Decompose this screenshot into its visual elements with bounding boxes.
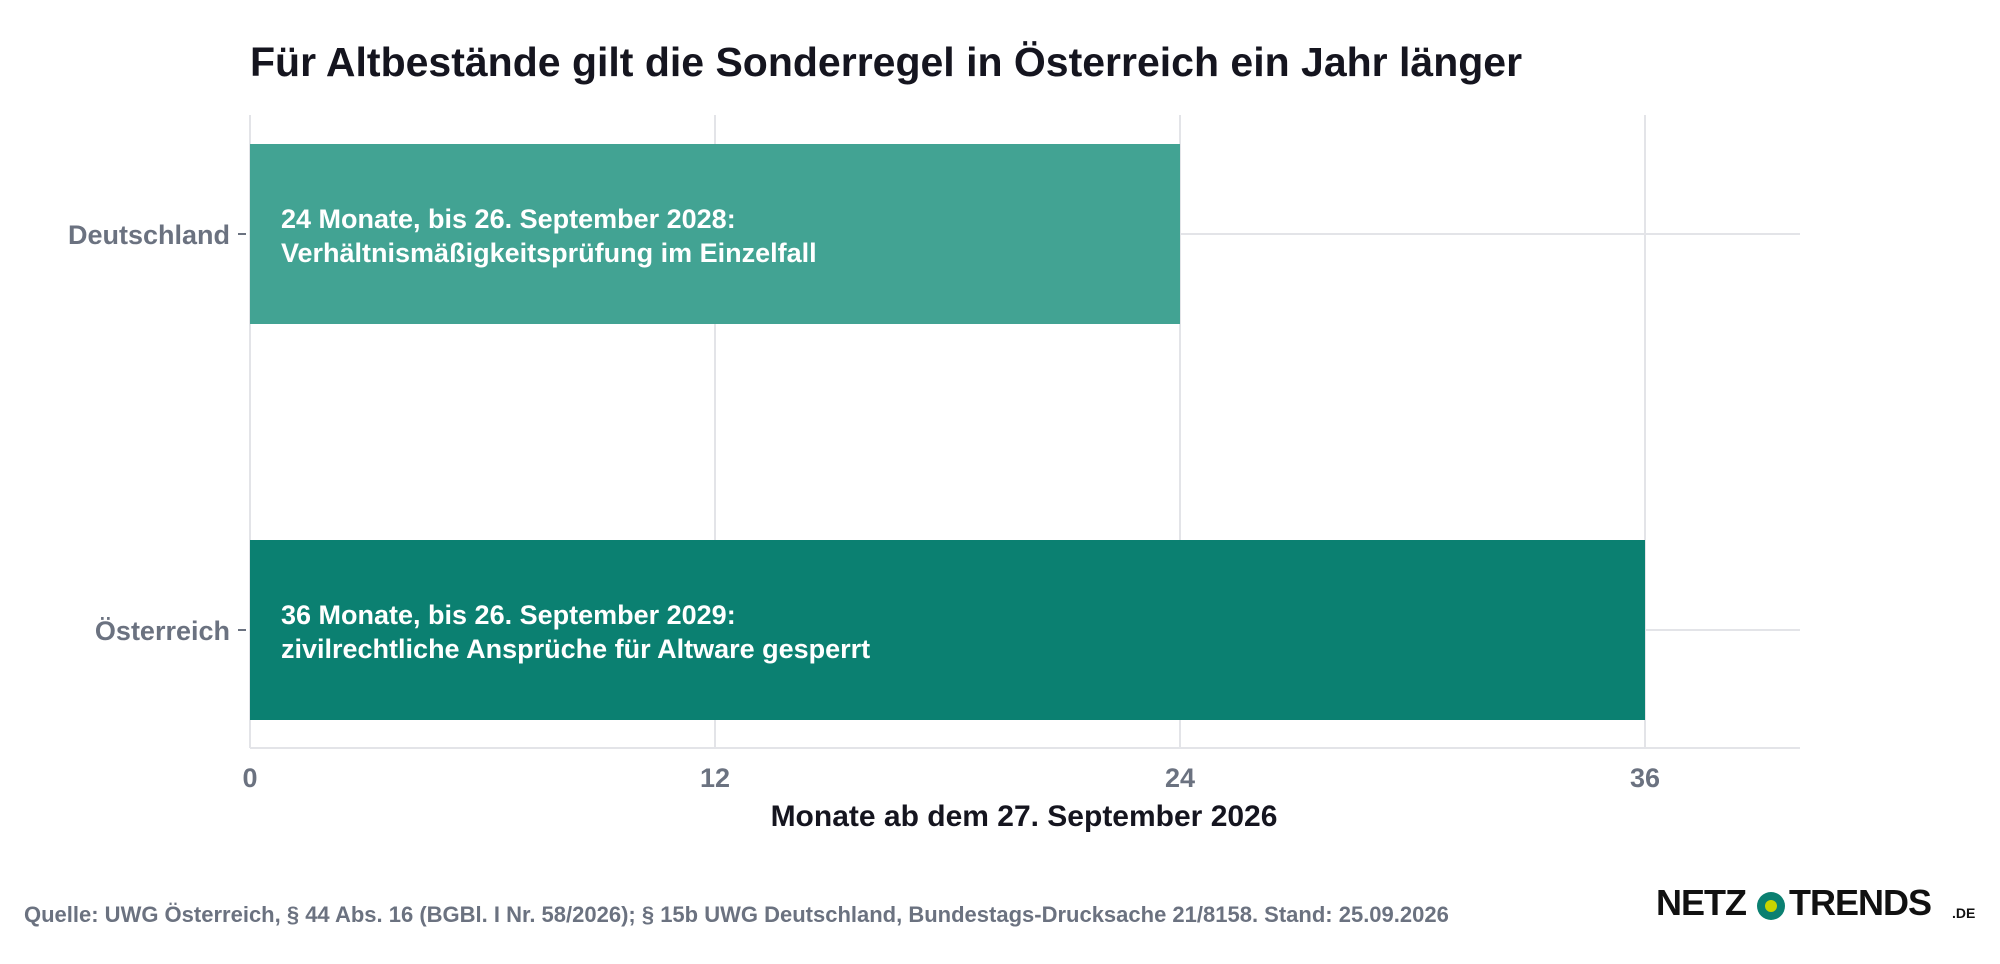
logo-text-right: TRENDS (1789, 882, 1931, 923)
bar-label-0-line-1: Verhältnismäßigkeitsprüfung im Einzelfal… (281, 238, 817, 268)
logo-suffix: .DE (1952, 905, 1975, 921)
netztrends-logo: NETZ TRENDS .DE (1656, 882, 1975, 923)
netztrends-dot-icon (1757, 892, 1785, 920)
x-axis: 0 12 24 36 (242, 763, 1660, 793)
bar-1 (250, 540, 1645, 720)
bar-0 (250, 144, 1180, 324)
category-label-1: Österreich (95, 616, 230, 646)
category-label-0: Deutschland (68, 220, 230, 250)
x-tick-label-0: 0 (242, 763, 257, 793)
logo-text-left: NETZ (1656, 882, 1746, 923)
chart-title: Für Altbestände gilt die Sonderregel in … (250, 39, 1522, 85)
bar-label-1-line-0: 36 Monate, bis 26. September 2029: (281, 600, 736, 630)
x-tick-label-12: 12 (700, 763, 730, 793)
x-tick-label-36: 36 (1630, 763, 1660, 793)
x-tick-label-24: 24 (1165, 763, 1195, 793)
bars: 24 Monate, bis 26. September 2028: Verhäl… (250, 144, 1645, 720)
category-axis: Deutschland Österreich (68, 220, 246, 646)
source-note: Quelle: UWG Österreich, § 44 Abs. 16 (BG… (24, 902, 1449, 927)
bar-label-1-line-1: zivilrechtliche Ansprüche für Altware ge… (281, 634, 870, 664)
x-axis-title: Monate ab dem 27. September 2026 (771, 800, 1278, 833)
bar-label-0-line-0: 24 Monate, bis 26. September 2028: (281, 204, 736, 234)
